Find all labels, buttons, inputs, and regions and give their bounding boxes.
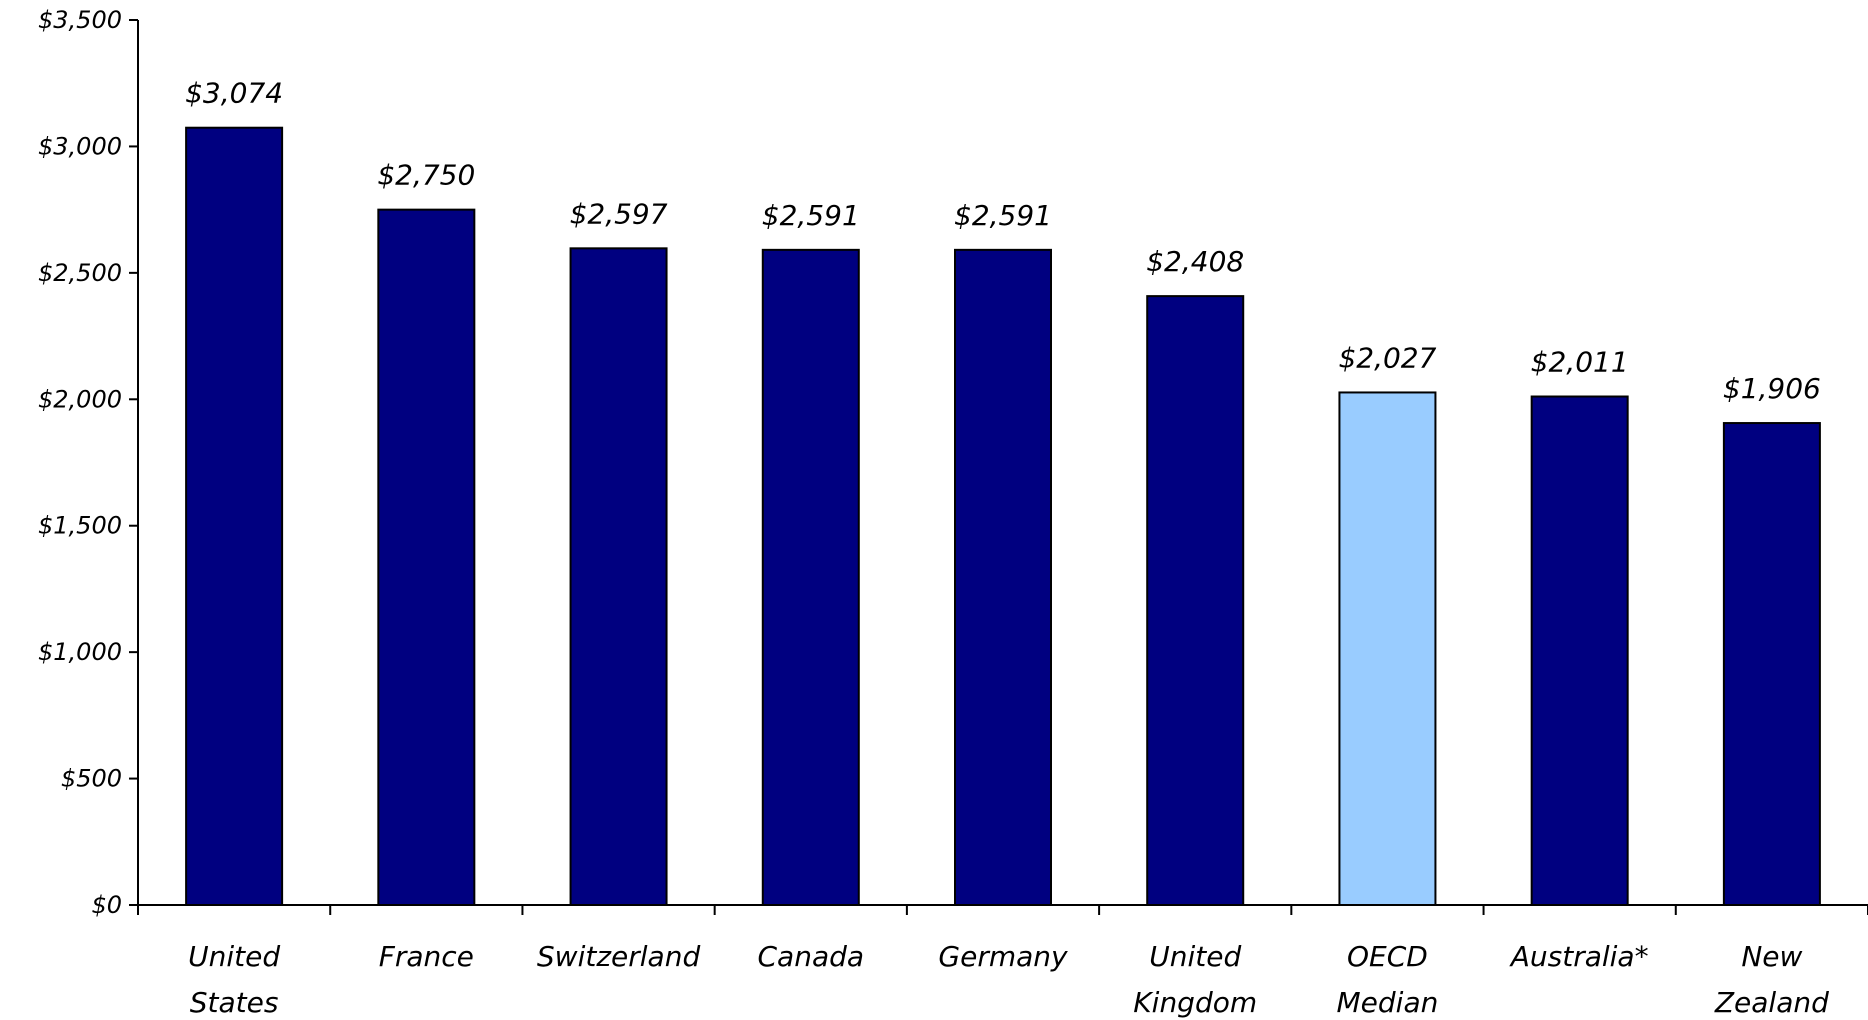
value-label: $2,591 bbox=[762, 199, 860, 232]
category-label: OECD bbox=[1347, 940, 1428, 973]
y-tick-label: $1,000 bbox=[38, 638, 122, 666]
category-label: New bbox=[1741, 940, 1802, 973]
bar bbox=[377, 208, 476, 906]
bar bbox=[761, 248, 860, 906]
y-tick-label: $1,500 bbox=[38, 512, 122, 540]
value-label: $2,591 bbox=[954, 199, 1052, 232]
value-label: $2,011 bbox=[1531, 346, 1629, 379]
category-label: Zealand bbox=[1714, 986, 1829, 1019]
value-label: $2,027 bbox=[1338, 341, 1436, 374]
category-label: Australia* bbox=[1509, 940, 1649, 973]
y-tick-label: $2,000 bbox=[38, 385, 122, 413]
bar bbox=[954, 248, 1052, 906]
category-label: Germany bbox=[938, 940, 1068, 973]
value-label: $3,074 bbox=[185, 77, 283, 110]
category-label: Kingdom bbox=[1133, 986, 1257, 1019]
value-label: $2,597 bbox=[570, 197, 668, 230]
y-tick-label: $0 bbox=[91, 891, 122, 919]
bar bbox=[1338, 391, 1437, 906]
y-tick-label: $3,500 bbox=[38, 6, 122, 34]
bar bbox=[185, 126, 284, 906]
y-tick-label: $500 bbox=[61, 765, 122, 793]
bar bbox=[1146, 295, 1245, 906]
y-tick-label: $3,000 bbox=[38, 132, 122, 160]
value-label: $2,750 bbox=[377, 159, 475, 192]
bar bbox=[1722, 422, 1821, 906]
value-label: $1,906 bbox=[1723, 372, 1821, 405]
bar bbox=[1530, 395, 1629, 906]
value-label: $2,408 bbox=[1146, 245, 1244, 278]
category-label: Switzerland bbox=[537, 940, 701, 973]
category-label: States bbox=[190, 986, 279, 1019]
category-label: Canada bbox=[758, 940, 865, 973]
y-axis: $0 $500 $1,000 $1,500 $2,000 $2,500 $3,000 $3,5… bbox=[38, 6, 139, 919]
category-label: France bbox=[379, 940, 474, 973]
category-label: United bbox=[1149, 940, 1241, 973]
bar bbox=[569, 247, 668, 906]
category-label: Median bbox=[1337, 986, 1439, 1019]
category-label: United bbox=[188, 940, 280, 973]
value-labels: $3,074 $2,750 $2,597 $2,591 $2,591 $2,408 $2,0… bbox=[185, 77, 1821, 405]
category-labels: United States France Switzerland Canada Germa… bbox=[188, 940, 1829, 1019]
x-axis bbox=[137, 904, 1868, 915]
y-tick-label: $2,500 bbox=[38, 259, 122, 287]
bars bbox=[185, 126, 1821, 906]
